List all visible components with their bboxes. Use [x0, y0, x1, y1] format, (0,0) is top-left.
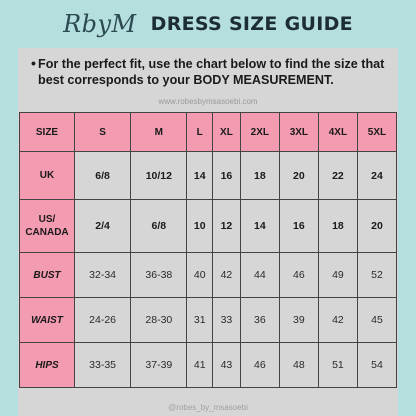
bullet-icon: •: [31, 55, 36, 71]
brand-logo: RbyM: [63, 10, 137, 38]
table-cell: 51: [317, 342, 358, 388]
table-cell: 2/4: [73, 199, 132, 253]
table-cell: 36: [239, 297, 280, 343]
column-header: 2XL: [239, 112, 280, 152]
table-row-uk: UK 6/8 10/12 14 16 18 20 22 24: [19, 151, 398, 200]
table-row-us-canada: US/ CANADA 2/4 6/8 10 12 14 16 18 20: [19, 199, 398, 253]
row-header: UK: [19, 151, 75, 200]
table-cell: 16: [212, 151, 241, 200]
column-header: 4XL: [317, 112, 358, 152]
table-cell: 42: [212, 252, 241, 298]
table-cell: 14: [239, 199, 280, 253]
size-table: SIZE S M L XL 2XL 3XL 4XL 5XL UK 6/8 10/…: [19, 112, 398, 388]
table-cell: 40: [186, 252, 214, 298]
table-cell: 31: [186, 297, 214, 343]
table-cell: 18: [317, 199, 358, 253]
table-cell: 33-35: [73, 342, 132, 388]
table-cell: 20: [278, 151, 319, 200]
table-cell: 12: [212, 199, 241, 253]
table-cell: 48: [278, 342, 319, 388]
row-header: US/ CANADA: [19, 199, 75, 253]
table-cell: 46: [239, 342, 280, 388]
row-header: HIPS: [19, 342, 75, 388]
table-cell: 28-30: [130, 297, 188, 343]
table-cell: 52: [356, 252, 398, 298]
table-cell: 20: [356, 199, 398, 253]
table-row-hips: HIPS 33-35 37-39 41 43 46 48 51 54: [19, 342, 398, 388]
table-cell: 39: [278, 297, 319, 343]
size-guide-card: • For the perfect fit, use the chart bel…: [18, 48, 398, 416]
title-bar: RbyM DRESS SIZE GUIDE: [0, 0, 416, 48]
row-header-line: CANADA: [25, 227, 69, 238]
table-cell: 14: [186, 151, 214, 200]
table-cell: 45: [356, 297, 398, 343]
instructions: • For the perfect fit, use the chart bel…: [31, 55, 396, 88]
column-header: 5XL: [356, 112, 398, 152]
table-header-row: SIZE S M L XL 2XL 3XL 4XL 5XL: [19, 112, 398, 152]
table-cell: 49: [317, 252, 358, 298]
table-cell: 6/8: [130, 199, 188, 253]
table-cell: 6/8: [73, 151, 132, 200]
row-header-line: US/: [38, 214, 56, 225]
table-cell: 37-39: [130, 342, 188, 388]
table-cell: 42: [317, 297, 358, 343]
table-cell: 22: [317, 151, 358, 200]
row-header: WAIST: [19, 297, 75, 343]
column-header: L: [186, 112, 214, 152]
table-cell: 32-34: [73, 252, 132, 298]
row-header: BUST: [19, 252, 75, 298]
page-title: DRESS SIZE GUIDE: [150, 13, 353, 35]
table-cell: 24: [356, 151, 398, 200]
watermark-handle: @robes_by_msasoebi: [168, 403, 248, 412]
table-cell: 24-26: [73, 297, 132, 343]
column-header: S: [73, 112, 132, 152]
table-cell: 46: [278, 252, 319, 298]
column-header: XL: [212, 112, 241, 152]
table-cell: 41: [186, 342, 214, 388]
table-cell: 44: [239, 252, 280, 298]
table-cell: 36-38: [130, 252, 188, 298]
column-header: 3XL: [278, 112, 319, 152]
instructions-text: For the perfect fit, use the chart below…: [38, 57, 385, 87]
table-cell: 43: [212, 342, 241, 388]
table-cell: 16: [278, 199, 319, 253]
table-row-bust: BUST 32-34 36-38 40 42 44 46 49 52: [19, 252, 398, 298]
column-header: M: [130, 112, 188, 152]
table-cell: 33: [212, 297, 241, 343]
table-cell: 10/12: [130, 151, 188, 200]
watermark-url: www.robesbymsasoebi.com: [158, 97, 258, 106]
table-cell: 10: [186, 199, 214, 253]
table-cell: 18: [239, 151, 280, 200]
table-corner-cell: SIZE: [19, 112, 75, 152]
table-cell: 54: [356, 342, 398, 388]
table-row-waist: WAIST 24-26 28-30 31 33 36 39 42 45: [19, 297, 398, 343]
